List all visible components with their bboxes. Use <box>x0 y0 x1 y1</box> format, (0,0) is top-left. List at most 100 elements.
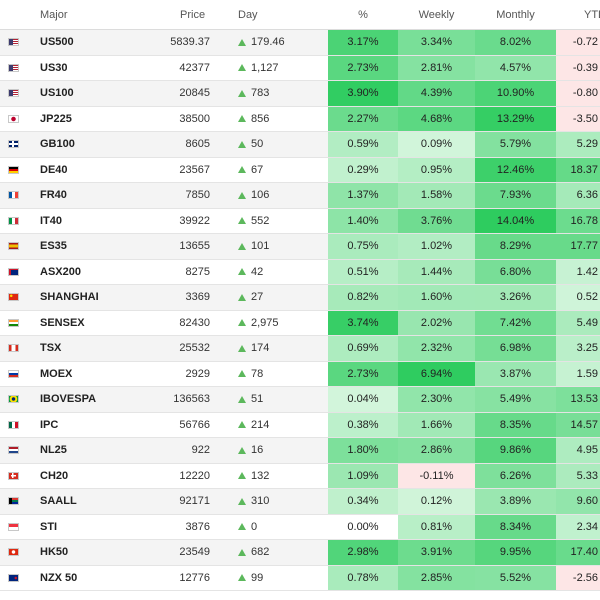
column-header-price[interactable]: Price <box>180 8 206 21</box>
table-row[interactable]: DE40 23567 67 0.29% 0.95% 12.46% 18.37 <box>0 157 600 183</box>
index-name[interactable]: HK50 <box>40 546 69 559</box>
table-row[interactable]: TSX 25532 174 0.69% 2.32% 6.98% 3.25 <box>0 336 600 362</box>
za-flag-icon <box>7 497 19 506</box>
price-cell: 25532 <box>179 342 210 355</box>
monthly-change-cell: 14.04% <box>475 208 556 233</box>
index-name[interactable]: NL25 <box>40 444 67 457</box>
up-arrow-icon <box>238 497 246 505</box>
table-header: Major Price Day % Weekly Monthly YTD <box>0 0 600 30</box>
percent-change-cell: 2.98% <box>328 540 398 565</box>
index-name[interactable]: SAALL <box>40 495 77 508</box>
column-header-weekly[interactable]: Weekly <box>418 8 455 21</box>
column-header-major[interactable]: Major <box>40 8 68 21</box>
up-arrow-icon <box>238 166 246 174</box>
index-name[interactable]: TSX <box>40 342 62 355</box>
table-row[interactable]: FR40 7850 106 1.37% 1.58% 7.93% 6.36 <box>0 183 600 209</box>
day-change-cell: 99 <box>238 566 326 591</box>
index-name[interactable]: FR40 <box>40 189 67 202</box>
monthly-change-cell: 8.34% <box>475 514 556 539</box>
table-row[interactable]: IPC 56766 214 0.38% 1.66% 8.35% 14.57 <box>0 412 600 438</box>
table-row[interactable]: IBOVESPA 136563 51 0.04% 2.30% 5.49% 13.53 <box>0 387 600 413</box>
index-name[interactable]: CH20 <box>40 469 69 482</box>
column-header-day[interactable]: Day <box>238 8 258 21</box>
percent-change-cell: 0.29% <box>328 157 398 182</box>
index-name[interactable]: US30 <box>40 61 68 74</box>
monthly-change-cell: 9.86% <box>475 438 556 463</box>
day-change-value: 99 <box>251 571 264 584</box>
table-row[interactable]: ES35 13655 101 0.75% 1.02% 8.29% 17.77 <box>0 234 600 260</box>
es-flag-icon <box>7 242 19 251</box>
up-arrow-icon <box>238 64 246 72</box>
index-name[interactable]: STI <box>40 520 58 533</box>
table-row[interactable]: NZX 50 12776 99 0.78% 2.85% 5.52% -2.56 <box>0 565 600 591</box>
ytd-change-cell: 0.52 <box>556 285 600 310</box>
weekly-change-cell: -0.11% <box>398 463 475 488</box>
table-row[interactable]: SAALL 92171 310 0.34% 0.12% 3.89% 9.60 <box>0 489 600 515</box>
index-name[interactable]: SHANGHAI <box>40 291 99 304</box>
index-name[interactable]: NZX 50 <box>40 571 78 584</box>
index-name[interactable]: GB100 <box>40 138 75 151</box>
percent-change-cell: 3.74% <box>328 310 398 335</box>
table-row[interactable]: IT40 39922 552 1.40% 3.76% 14.04% 16.78 <box>0 208 600 234</box>
day-change-value: 16 <box>251 444 264 457</box>
flag-cell <box>0 387 26 412</box>
table-row[interactable]: ASX200 8275 42 0.51% 1.44% 6.80% 1.42 <box>0 259 600 285</box>
index-name[interactable]: JP225 <box>40 112 72 125</box>
price-cell: 23549 <box>179 546 210 559</box>
table-row[interactable]: GB100 8605 50 0.59% 0.09% 5.79% 5.29 <box>0 132 600 158</box>
price-cell: 56766 <box>179 418 210 431</box>
weekly-change-cell: 0.81% <box>398 514 475 539</box>
price-cell: 12776 <box>179 571 210 584</box>
index-name[interactable]: MOEX <box>40 367 73 380</box>
index-name[interactable]: IBOVESPA <box>40 393 97 406</box>
percent-change-cell: 3.17% <box>328 30 398 55</box>
table-row[interactable]: STI 3876 0 0.00% 0.81% 8.34% 2.34 <box>0 514 600 540</box>
table-row[interactable]: NL25 922 16 1.80% 2.86% 9.86% 4.95 <box>0 438 600 464</box>
price-cell: 5839.37 <box>170 36 210 49</box>
index-name[interactable]: US100 <box>40 87 74 100</box>
monthly-change-cell: 5.79% <box>475 132 556 157</box>
day-change-cell: 27 <box>238 285 326 310</box>
table-row[interactable]: US500 5839.37 179.46 3.17% 3.34% 8.02% -0.72 <box>0 30 600 56</box>
flag-cell <box>0 362 26 387</box>
price-cell: 12220 <box>179 469 210 482</box>
jp-flag-icon <box>7 114 19 123</box>
index-name[interactable]: IPC <box>40 418 59 431</box>
day-change-cell: 78 <box>238 362 326 387</box>
index-name[interactable]: DE40 <box>40 163 68 176</box>
column-header-monthly[interactable]: Monthly <box>496 8 535 21</box>
table-row[interactable]: JP225 38500 856 2.27% 4.68% 13.29% -3.50 <box>0 106 600 132</box>
up-arrow-icon <box>238 370 246 378</box>
table-row[interactable]: MOEX 2929 78 2.73% 6.94% 3.87% 1.59 <box>0 361 600 387</box>
ytd-change-cell: 17.40 <box>556 540 600 565</box>
monthly-change-cell: 3.89% <box>475 489 556 514</box>
ytd-change-cell: 6.36 <box>556 183 600 208</box>
table-row[interactable]: US30 42377 1,127 2.73% 2.81% 4.57% -0.39 <box>0 55 600 81</box>
column-header-percent[interactable]: % <box>358 8 368 21</box>
table-row[interactable]: SENSEX 82430 2,975 3.74% 2.02% 7.42% 5.49 <box>0 310 600 336</box>
up-arrow-icon <box>238 217 246 225</box>
index-name[interactable]: US500 <box>40 36 74 49</box>
table-row[interactable]: CH20 12220 132 1.09% -0.11% 6.26% 5.33 <box>0 463 600 489</box>
table-row[interactable]: HK50 23549 682 2.98% 3.91% 9.95% 17.40 <box>0 540 600 566</box>
price-cell: 38500 <box>179 112 210 125</box>
ytd-change-cell: 4.95 <box>556 438 600 463</box>
index-name[interactable]: ASX200 <box>40 265 81 278</box>
ytd-change-cell: 5.33 <box>556 463 600 488</box>
up-arrow-icon <box>238 319 246 327</box>
index-name[interactable]: ES35 <box>40 240 67 253</box>
ytd-change-cell: 5.29 <box>556 132 600 157</box>
table-row[interactable]: SHANGHAI 3369 27 0.82% 1.60% 3.26% 0.52 <box>0 285 600 311</box>
column-header-ytd[interactable]: YTD <box>584 8 600 21</box>
price-cell: 42377 <box>179 61 210 74</box>
flag-cell <box>0 489 26 514</box>
index-name[interactable]: SENSEX <box>40 316 85 329</box>
index-name[interactable]: IT40 <box>40 214 63 227</box>
flag-cell <box>0 183 26 208</box>
ytd-change-cell: 17.77 <box>556 234 600 259</box>
up-arrow-icon <box>238 89 246 97</box>
flag-cell <box>0 438 26 463</box>
flag-cell <box>0 234 26 259</box>
table-row[interactable]: US100 20845 783 3.90% 4.39% 10.90% -0.80 <box>0 81 600 107</box>
price-cell: 8605 <box>185 138 210 151</box>
